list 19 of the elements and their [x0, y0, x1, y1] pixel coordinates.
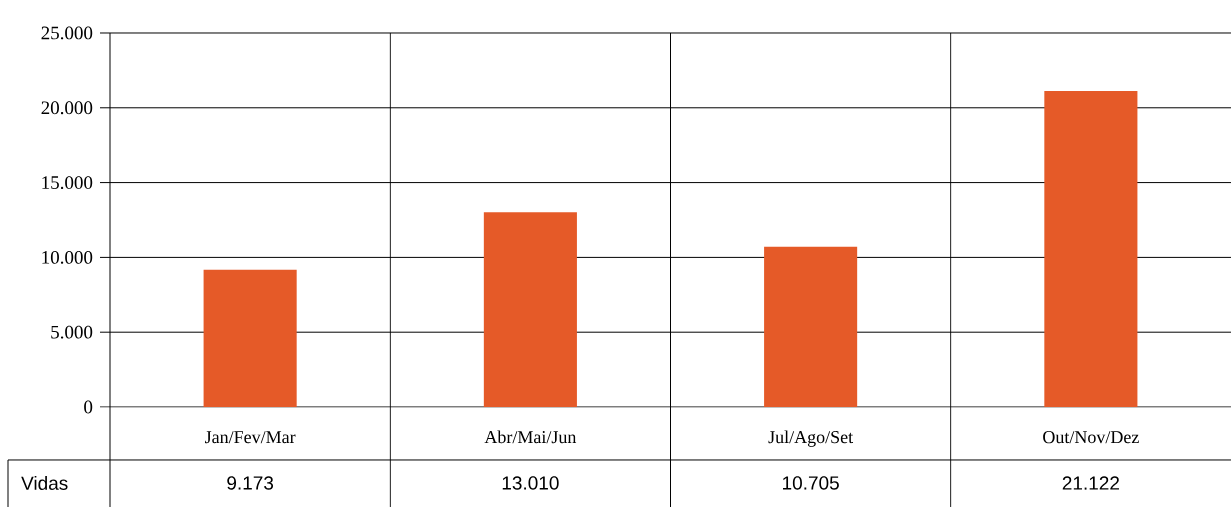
y-tick-label: 15.000 — [42, 176, 93, 190]
x-tick-label: Abr/Mai/Jun — [484, 430, 577, 444]
data-label: 13.010 — [502, 476, 559, 490]
y-tick-label: 0 — [84, 400, 93, 414]
bar — [483, 212, 577, 407]
y-tick-label: 10.000 — [42, 250, 93, 264]
x-tick-label: Out/Nov/Dez — [1043, 431, 1139, 444]
data-label: 9.173 — [227, 476, 274, 490]
data-label: 10.705 — [783, 476, 839, 490]
y-tick-label: 25.000 — [41, 26, 93, 40]
bar — [203, 269, 297, 407]
x-tick-label: Jul/Ago/Set — [768, 430, 854, 447]
data-label: 21.122 — [1062, 476, 1119, 490]
bar — [1044, 91, 1138, 407]
y-tick-label: 5.000 — [51, 325, 93, 339]
x-tick-label: Jan/Fev/Mar — [205, 431, 296, 444]
text: Vidas — [21, 476, 68, 490]
y-tick-label: 20.000 — [41, 101, 93, 115]
bar — [764, 246, 858, 407]
